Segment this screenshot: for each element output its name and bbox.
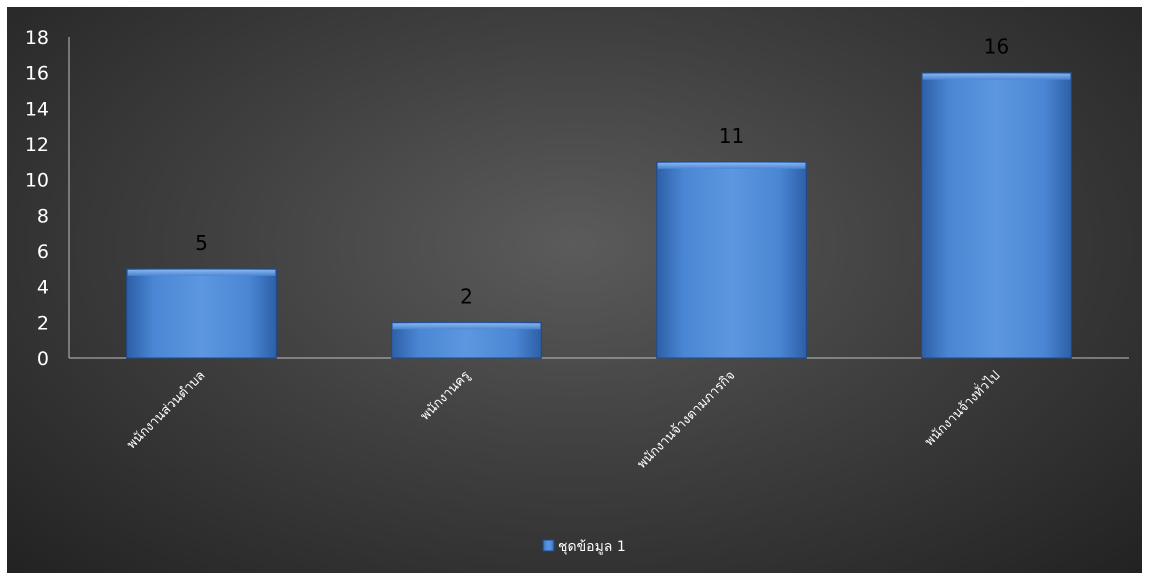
y-tick-label: 4 (37, 277, 49, 299)
y-tick-label: 14 (25, 98, 49, 120)
legend[interactable]: ชุดข้อมูล 1 (542, 539, 626, 555)
data-label: 11 (719, 124, 744, 148)
bars (126, 72, 1072, 359)
y-axis: 0 2 4 6 8 10 12 14 16 18 (25, 27, 70, 370)
bar-bevel (922, 73, 1071, 80)
data-label: 2 (460, 284, 473, 308)
y-tick-label: 2 (37, 312, 49, 334)
legend-swatch (542, 539, 555, 552)
bar-bevel (392, 323, 541, 330)
data-label: 5 (195, 231, 208, 255)
bar[interactable] (921, 72, 1072, 359)
y-tick-label: 8 (37, 205, 49, 227)
bar-bevel (127, 269, 276, 276)
category-labels: พนักงานส่วนตำบล พนักงานครู พนักงานจ้างตามภ… (124, 367, 1003, 472)
y-tick-label: 0 (37, 348, 49, 370)
y-tick-label: 10 (25, 170, 49, 192)
category-label: พนักงานจ้างทั่วไป (921, 367, 1004, 450)
y-tick-label: 12 (25, 134, 49, 156)
y-tick-label: 18 (25, 27, 49, 49)
data-labels: 5 2 11 16 (195, 35, 1009, 309)
bar-bevel (657, 162, 806, 169)
bar[interactable] (656, 161, 807, 359)
chart-area: 0 2 4 6 8 10 12 14 16 18 5 2 11 16 พนักงานส่วนตำบล พน… (7, 7, 1142, 573)
y-tick-label: 16 (25, 63, 49, 85)
category-label: พนักงานจ้างตามภารกิจ (635, 368, 739, 472)
data-label: 16 (984, 35, 1009, 59)
legend-label: ชุดข้อมูล 1 (558, 539, 626, 555)
category-label: พนักงานส่วนตำบล (124, 368, 208, 452)
bar[interactable] (126, 268, 277, 359)
y-tick-label: 6 (37, 241, 49, 263)
category-label: พนักงานครู (418, 368, 474, 424)
